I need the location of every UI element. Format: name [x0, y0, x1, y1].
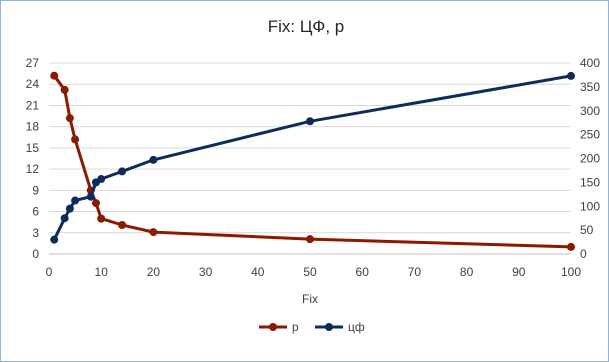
right-y-axis-ticks: 0 50 100 150 200 250 300 350 400: [580, 56, 600, 261]
left-y-tick-label: 0: [32, 247, 39, 261]
series-layer: [50, 71, 575, 251]
data-point: [50, 235, 59, 244]
series-right: [50, 71, 575, 244]
series-line: [52, 74, 572, 249]
legend: p цф: [259, 320, 365, 334]
left-y-tick-label: 24: [26, 77, 40, 91]
x-axis-title: Fix: [302, 292, 318, 306]
data-point: [97, 214, 106, 223]
data-point: [97, 175, 106, 184]
left-y-tick-label: 6: [32, 205, 39, 219]
left-y-tick-label: 18: [26, 120, 40, 134]
x-tick-label: 30: [199, 265, 213, 279]
data-point: [60, 214, 69, 223]
data-point: [50, 71, 59, 80]
x-tick-label: 80: [460, 265, 474, 279]
right-y-tick-label: 0: [580, 247, 587, 261]
x-tick-label: 50: [303, 265, 317, 279]
data-point: [71, 135, 80, 144]
series-line: [52, 74, 572, 241]
x-axis-ticks: 0 10 20 30 40 50 60 70 80 90 100: [46, 265, 582, 279]
x-tick-label: 0: [46, 265, 53, 279]
x-tick-label: 10: [95, 265, 109, 279]
right-y-tick-label: 400: [580, 56, 600, 70]
data-point: [91, 199, 100, 208]
right-y-tick-label: 350: [580, 80, 600, 94]
legend-item: цф: [315, 320, 365, 334]
series-left: [50, 71, 575, 251]
x-tick-label: 20: [147, 265, 161, 279]
data-point: [149, 155, 158, 164]
legend-marker: [325, 323, 333, 331]
legend-label: p: [292, 320, 299, 334]
data-point: [118, 167, 127, 176]
data-point: [567, 242, 575, 251]
right-y-tick-label: 200: [580, 152, 600, 166]
data-point: [118, 220, 127, 229]
x-tick-label: 60: [356, 265, 370, 279]
data-point: [567, 71, 575, 80]
right-y-tick-label: 300: [580, 104, 600, 118]
right-y-tick-label: 250: [580, 128, 600, 142]
x-tick-label: 70: [408, 265, 422, 279]
data-point: [306, 235, 314, 244]
legend-item: p: [259, 320, 299, 334]
legend-marker: [269, 323, 277, 331]
data-point: [65, 204, 74, 213]
x-tick-label: 100: [561, 265, 581, 279]
x-tick-label: 40: [251, 265, 265, 279]
data-point: [149, 228, 158, 237]
data-point: [71, 196, 80, 205]
left-y-tick-label: 15: [26, 141, 40, 155]
legend-label: цф: [348, 320, 365, 334]
data-point: [65, 114, 74, 123]
left-y-axis-ticks: 0 3 6 9 12 15 18 21 24 27: [26, 56, 40, 261]
left-y-tick-label: 12: [26, 162, 40, 176]
x-tick-label: 90: [512, 265, 526, 279]
right-y-tick-label: 100: [580, 199, 600, 213]
data-point: [306, 117, 314, 126]
left-y-tick-label: 27: [26, 56, 40, 70]
right-y-tick-label: 50: [580, 223, 594, 237]
left-y-tick-label: 3: [32, 226, 39, 240]
left-y-tick-label: 21: [26, 98, 40, 112]
right-y-tick-label: 150: [580, 175, 600, 189]
data-point: [60, 85, 69, 94]
gridlines: [49, 62, 571, 255]
data-point: [86, 192, 95, 201]
chart-title: Fix: ЦФ, p: [268, 17, 345, 36]
left-y-tick-label: 9: [32, 183, 39, 197]
